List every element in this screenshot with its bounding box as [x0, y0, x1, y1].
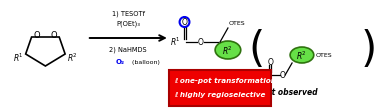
Ellipse shape: [290, 47, 314, 63]
Text: $R^1$: $R^1$: [257, 69, 268, 81]
Text: not observed: not observed: [261, 87, 318, 96]
Text: O: O: [33, 30, 40, 39]
Text: O: O: [51, 30, 57, 39]
Text: $R^2$: $R^2$: [67, 52, 78, 64]
Text: OTES: OTES: [316, 52, 332, 58]
Text: OTES: OTES: [229, 21, 246, 26]
Text: ℓ one-pot transformation: ℓ one-pot transformation: [174, 78, 276, 84]
Text: O: O: [181, 17, 187, 27]
Text: (balloon): (balloon): [130, 60, 160, 64]
Text: 1) TESOTf: 1) TESOTf: [112, 11, 145, 17]
Text: $R^1$: $R^1$: [13, 52, 24, 64]
Text: (: (: [248, 29, 265, 71]
Text: $R^2$: $R^2$: [222, 45, 232, 57]
Text: ℓ highly regioselective: ℓ highly regioselective: [174, 92, 265, 98]
Text: O: O: [267, 58, 273, 67]
Text: $R^1$: $R^1$: [170, 36, 181, 48]
Text: O: O: [197, 38, 203, 47]
Text: O: O: [279, 71, 285, 80]
Text: 2) NaHMDS: 2) NaHMDS: [110, 47, 147, 53]
Text: O₂: O₂: [116, 59, 125, 65]
FancyBboxPatch shape: [169, 70, 271, 105]
Text: $R^2$: $R^2$: [296, 50, 307, 62]
Ellipse shape: [215, 41, 241, 59]
Text: ): ): [361, 29, 377, 71]
Text: P(OEt)₃: P(OEt)₃: [116, 21, 140, 27]
